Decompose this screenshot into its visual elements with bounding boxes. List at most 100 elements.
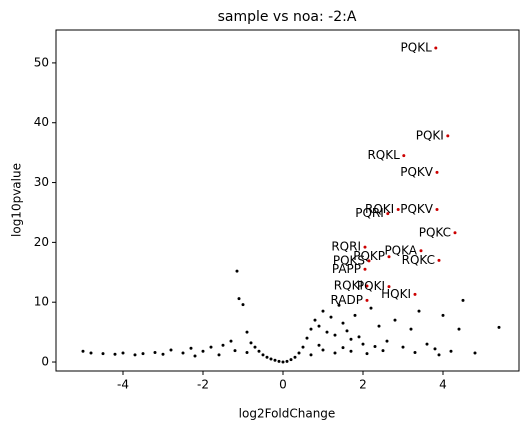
point-label: RQRI	[331, 240, 361, 254]
y-tick-label: 50	[34, 55, 49, 69]
y-tick-label: 40	[34, 115, 49, 129]
point	[249, 341, 253, 345]
point	[273, 358, 277, 362]
point	[333, 333, 337, 337]
point	[221, 343, 225, 347]
point	[387, 255, 391, 259]
point	[289, 358, 293, 362]
x-tick-label: -4	[117, 378, 129, 392]
point	[345, 329, 349, 333]
point	[365, 352, 369, 356]
point	[441, 313, 445, 317]
point	[363, 245, 367, 249]
point	[277, 359, 281, 363]
point-label: RQKC	[402, 253, 435, 267]
point	[269, 357, 273, 361]
point	[229, 339, 233, 343]
point	[434, 46, 438, 50]
point	[81, 349, 85, 353]
point	[241, 303, 245, 307]
point	[361, 342, 365, 346]
point	[409, 327, 413, 331]
point	[435, 170, 439, 174]
point	[461, 298, 465, 302]
point	[265, 355, 269, 359]
point	[437, 353, 441, 357]
point	[367, 259, 371, 263]
point	[357, 335, 361, 339]
point	[309, 353, 313, 357]
point	[373, 344, 377, 348]
point	[89, 351, 93, 355]
point	[297, 351, 301, 355]
point	[396, 207, 400, 211]
point	[381, 349, 385, 353]
point	[353, 313, 357, 317]
x-axis-label: log2FoldChange	[239, 407, 336, 421]
point-label: PQKI	[416, 128, 444, 142]
point	[497, 325, 501, 329]
point-label: PQKV	[400, 202, 434, 216]
point	[317, 343, 321, 347]
point	[113, 352, 117, 356]
point	[245, 350, 249, 354]
plot-frame	[55, 29, 520, 372]
x-tick-label: 2	[359, 378, 367, 392]
point	[317, 324, 321, 328]
point	[433, 347, 437, 351]
point	[169, 348, 173, 352]
point	[321, 309, 325, 313]
point	[313, 318, 317, 322]
point-label: RADP	[330, 293, 363, 307]
chart-title: sample vs noa: -2:A	[218, 9, 357, 25]
point	[425, 342, 429, 346]
point	[449, 349, 453, 353]
point-label: RQKL	[367, 148, 400, 162]
point	[301, 345, 305, 349]
point	[457, 327, 461, 331]
point-label: HQKI	[381, 287, 411, 301]
point	[121, 351, 125, 355]
point	[402, 154, 406, 158]
point-label: RQKI	[334, 279, 363, 293]
point	[181, 351, 185, 355]
point	[281, 360, 285, 364]
point	[446, 134, 450, 138]
point	[285, 359, 289, 363]
point-label: PQKL	[401, 40, 433, 54]
point	[193, 354, 197, 358]
y-tick-label: 10	[34, 295, 49, 309]
point	[153, 350, 157, 354]
point	[329, 315, 333, 319]
point	[133, 353, 137, 357]
point	[413, 292, 417, 296]
point	[386, 212, 390, 216]
point	[245, 330, 249, 334]
point	[369, 306, 373, 310]
point	[401, 345, 405, 349]
point	[387, 285, 391, 289]
point	[349, 349, 353, 353]
point	[309, 327, 313, 331]
point-label: PAPP	[332, 262, 361, 276]
point	[235, 269, 239, 273]
point	[253, 345, 257, 349]
point	[435, 207, 439, 211]
point	[341, 346, 345, 350]
point	[141, 352, 145, 356]
point	[349, 337, 353, 341]
point	[341, 321, 345, 325]
point-label: PQKS	[333, 253, 365, 267]
x-tick-label: -2	[197, 378, 209, 392]
point	[413, 350, 417, 354]
point	[365, 298, 369, 302]
point	[209, 345, 213, 349]
point	[257, 349, 261, 353]
point	[201, 349, 205, 353]
point	[377, 324, 381, 328]
point-label: PQKV	[400, 165, 434, 179]
point	[293, 355, 297, 359]
point-label: PQKC	[419, 225, 451, 239]
point	[101, 352, 105, 356]
